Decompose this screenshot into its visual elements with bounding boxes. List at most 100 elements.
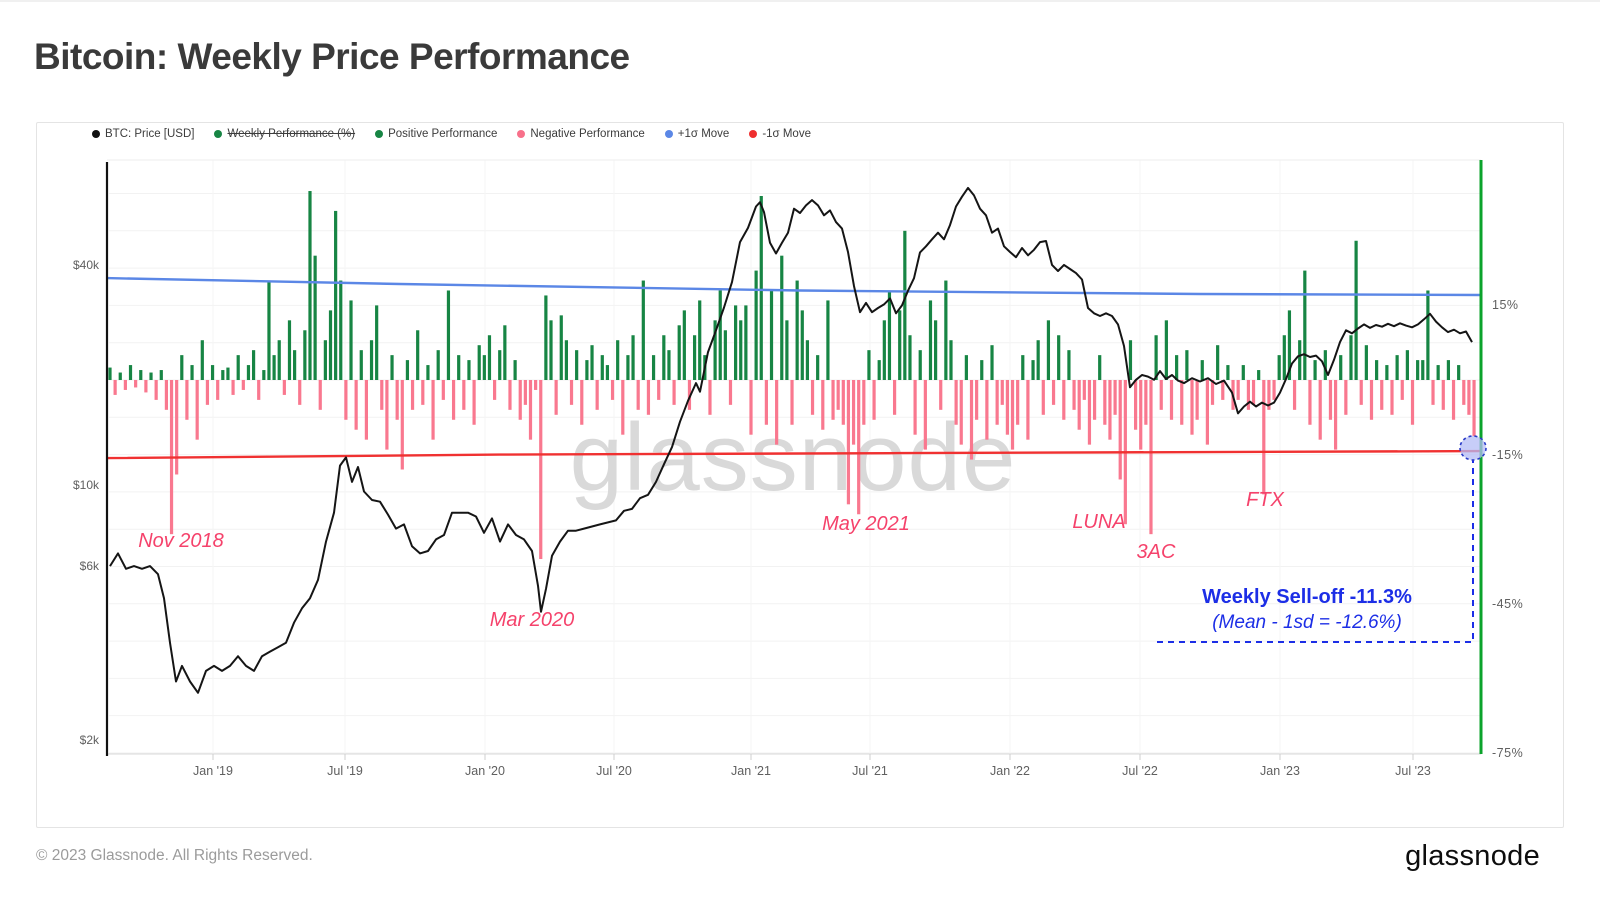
weekly-bar-negative	[154, 380, 158, 400]
weekly-bar-positive	[785, 320, 789, 380]
weekly-bar-positive	[308, 191, 312, 380]
weekly-bar-negative	[134, 380, 138, 388]
weekly-bar-negative	[298, 380, 302, 405]
weekly-bar-negative	[1369, 380, 1374, 420]
weekly-bar-positive	[682, 310, 686, 380]
weekly-bar-negative	[872, 380, 876, 420]
weekly-bar-negative	[775, 380, 779, 445]
weekly-bar-positive	[436, 350, 440, 380]
weekly-bar-negative	[836, 380, 840, 410]
weekly-bar-negative	[1087, 380, 1092, 445]
weekly-bar-negative	[954, 380, 958, 425]
weekly-bar-positive	[293, 350, 297, 380]
x-tick-label: Jan '19	[193, 764, 233, 778]
x-tick-label: Jul '23	[1395, 764, 1431, 778]
legend: BTC: Price [USD] Weekly Performance (%) Po…	[92, 128, 811, 140]
legend-item-btc-price[interactable]: BTC: Price [USD]	[92, 128, 194, 140]
weekly-bar-positive	[964, 355, 968, 380]
weekly-bar-negative	[354, 380, 358, 430]
legend-dot-negative-performance	[517, 130, 526, 138]
weekly-bar-positive	[1421, 360, 1425, 380]
weekly-bar-positive	[564, 340, 568, 380]
legend-label: +1σ Move	[677, 128, 730, 140]
legend-label: Weekly Performance (%)	[227, 128, 356, 140]
weekly-bar-negative	[462, 380, 466, 410]
weekly-bar-positive	[416, 330, 420, 380]
weekly-bar-negative	[851, 380, 856, 445]
weekly-bar-positive	[267, 280, 271, 380]
minus-sigma-line	[106, 449, 1482, 460]
weekly-bar-positive	[1375, 360, 1379, 380]
weekly-bar-positive	[446, 290, 451, 380]
weekly-bar-positive	[118, 372, 122, 380]
weekly-bar-negative	[1010, 380, 1015, 450]
weekly-bar-negative	[195, 380, 199, 440]
weekly-bar-positive	[513, 360, 517, 380]
legend-dot-positive-performance	[375, 130, 384, 138]
x-tick-label: Jul '19	[327, 764, 363, 778]
weekly-bar-positive	[559, 315, 563, 380]
y-right-label: -15%	[1492, 448, 1523, 462]
weekly-bar-positive	[375, 305, 379, 380]
y-right-label: -45%	[1492, 597, 1523, 611]
weekly-bar-negative	[1246, 380, 1251, 410]
legend-item-minus-sigma[interactable]: -1σ Move	[749, 128, 811, 140]
weekly-bar-positive	[605, 365, 610, 380]
weekly-bar-positive	[390, 355, 394, 380]
weekly-bar-negative	[821, 380, 825, 430]
legend-dot-btc-price	[92, 130, 100, 138]
weekly-bar-negative	[646, 380, 651, 415]
weekly-bar-negative	[175, 380, 179, 475]
weekly-bar-negative	[1092, 380, 1097, 420]
weekly-bar-negative	[431, 380, 435, 440]
legend-item-plus-sigma[interactable]: +1σ Move	[664, 128, 730, 140]
weekly-bar-negative	[1041, 380, 1045, 415]
weekly-bar-positive	[1185, 350, 1189, 380]
weekly-bar-negative	[472, 380, 476, 425]
weekly-bar-negative	[410, 380, 415, 410]
weekly-bar-positive	[1175, 355, 1179, 380]
weekly-bar-negative	[975, 380, 979, 420]
weekly-bar-positive	[826, 300, 830, 380]
legend-item-positive-performance[interactable]: Positive Performance	[375, 128, 497, 140]
weekly-bar-negative	[610, 380, 615, 400]
weekly-bar-positive	[277, 340, 281, 380]
weekly-bar-positive	[1395, 355, 1399, 380]
weekly-bar-positive	[210, 365, 215, 380]
legend-item-negative-performance[interactable]: Negative Performance	[517, 128, 645, 140]
weekly-bar-negative	[1380, 380, 1384, 410]
legend-item-weekly-performance[interactable]: Weekly Performance (%)	[214, 128, 355, 140]
weekly-bar-negative	[144, 380, 148, 393]
selloff-marker-circle	[1459, 435, 1487, 461]
weekly-bar-negative	[790, 380, 794, 425]
weekly-bar-negative	[1190, 380, 1194, 435]
weekly-bar-positive	[149, 372, 153, 380]
weekly-bar-positive	[272, 355, 276, 380]
weekly-bar-negative	[1144, 380, 1148, 425]
weekly-bar-positive	[667, 350, 671, 380]
weekly-bar-positive	[1405, 350, 1409, 380]
weekly-bar-positive	[1057, 335, 1061, 380]
weekly-bar-negative	[380, 380, 384, 410]
weekly-bar-negative	[857, 380, 861, 515]
weekly-bar-positive	[718, 290, 722, 380]
weekly-bar-negative	[846, 380, 851, 505]
weekly-bar-negative	[1108, 380, 1112, 440]
weekly-bar-negative	[569, 380, 574, 405]
weekly-bar-negative	[1328, 380, 1333, 420]
weekly-bar-positive	[482, 355, 486, 380]
weekly-bar-negative	[1272, 380, 1276, 400]
weekly-bar-positive	[908, 335, 912, 380]
y-right-label: 15%	[1492, 298, 1519, 312]
weekly-bar-negative	[595, 380, 599, 410]
weekly-bar-negative	[1400, 380, 1404, 400]
weekly-bar-positive	[928, 300, 933, 380]
weekly-bar-positive	[1282, 335, 1286, 380]
weekly-bar-negative	[913, 380, 917, 435]
weekly-bar-positive	[662, 335, 666, 380]
chart-card	[36, 122, 1564, 828]
weekly-bar-negative	[1251, 380, 1256, 405]
weekly-bar-positive	[795, 280, 799, 380]
weekly-bar-negative	[1139, 380, 1143, 450]
weekly-bar-negative	[657, 380, 661, 400]
